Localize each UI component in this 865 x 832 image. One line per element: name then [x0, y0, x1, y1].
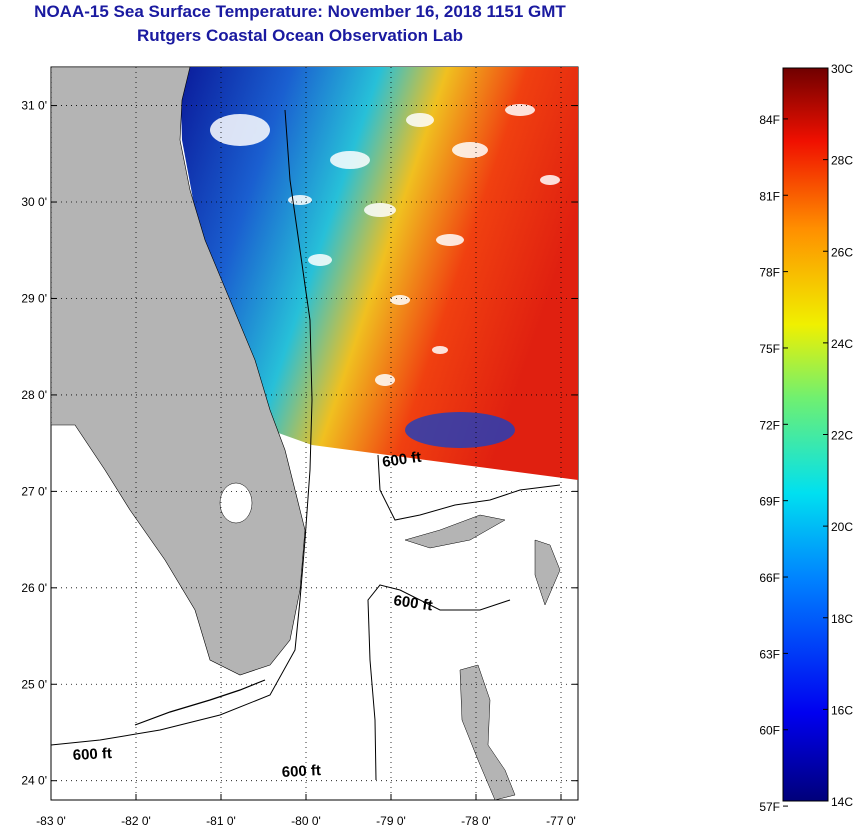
colorbar-label-celsius: 20C	[831, 520, 853, 534]
contour-label-600ft: 600 ft	[392, 592, 433, 614]
sst-swath	[180, 67, 578, 480]
colorbar-label-celsius: 24C	[831, 337, 853, 351]
colorbar-label-fahrenheit: 84F	[759, 113, 780, 127]
colorbar-label-celsius: 30C	[831, 62, 853, 76]
florida-keys	[134, 679, 266, 726]
colorbar-label-celsius: 18C	[831, 612, 853, 626]
andros-island	[459, 664, 516, 800]
contour-600ft-bahamas-north	[377, 454, 561, 521]
lon-tick-label: -80 0'	[291, 814, 321, 828]
cloud-cover	[210, 104, 560, 386]
lat-tick-label: 30 0'	[21, 195, 47, 209]
lon-tick-label: -83 0'	[36, 814, 66, 828]
lat-tick-label: 25 0'	[21, 677, 47, 691]
colorbar-label-fahrenheit: 75F	[759, 342, 780, 356]
colorbar-label-celsius: 26C	[831, 245, 853, 259]
lat-tick-label: 26 0'	[21, 581, 47, 595]
colorbar-label-fahrenheit: 72F	[759, 418, 780, 432]
cool-eddy	[405, 412, 515, 448]
map-title: NOAA-15 Sea Surface Temperature: Novembe…	[34, 2, 566, 21]
lon-tick-label: -77 0'	[546, 814, 576, 828]
colorbar-label-fahrenheit: 63F	[759, 647, 780, 661]
florida-land	[51, 67, 306, 676]
colorbar-label-fahrenheit: 69F	[759, 495, 780, 509]
colorbar-labels: 30C 28C 26C 24C 22C 20C 18C 16C 14C 84F 81F 78F 75F 7…	[759, 62, 853, 814]
lat-tick-label: 27 0'	[21, 484, 47, 498]
contour-600ft-bahamas-south	[367, 584, 511, 781]
grand-bahama	[404, 514, 506, 549]
lat-tick-label: 24 0'	[21, 774, 47, 788]
colorbar	[782, 67, 829, 802]
lat-lon-grid	[50, 67, 578, 800]
lake-okeechobee	[219, 482, 253, 524]
colorbar-label-celsius: 22C	[831, 429, 853, 443]
contour-label-600ft: 600 ft	[381, 449, 422, 471]
colorbar-label-celsius: 28C	[831, 154, 853, 168]
lon-tick-label: -79 0'	[376, 814, 406, 828]
colorbar-label-fahrenheit: 57F	[759, 800, 780, 814]
lat-tick-label: 31 0'	[21, 99, 47, 113]
contour-label-600ft: 600 ft	[72, 745, 112, 764]
contour-label-600ft: 600 ft	[281, 762, 321, 781]
abaco-island	[534, 539, 561, 606]
axis-ticks: -83 0' -82 0' -81 0' -80 0' -79 0' -78 0' -77 …	[21, 99, 578, 828]
lon-tick-label: -78 0'	[461, 814, 491, 828]
lat-tick-label: 28 0'	[21, 388, 47, 402]
contour-labels: 600 ft 600 ft 600 ft 600 ft	[72, 449, 433, 781]
colorbar-label-fahrenheit: 66F	[759, 571, 780, 585]
lon-tick-label: -82 0'	[121, 814, 151, 828]
colorbar-label-fahrenheit: 81F	[759, 189, 780, 203]
colorbar-label-celsius: 14C	[831, 795, 853, 809]
colorbar-label-celsius: 16C	[831, 703, 853, 717]
colorbar-label-fahrenheit: 78F	[759, 266, 780, 280]
lat-tick-label: 29 0'	[21, 291, 47, 305]
contour-600ft-gulf	[51, 109, 313, 746]
map-subtitle: Rutgers Coastal Ocean Observation Lab	[137, 26, 463, 45]
colorbar-label-fahrenheit: 60F	[759, 724, 780, 738]
lon-tick-label: -81 0'	[206, 814, 236, 828]
